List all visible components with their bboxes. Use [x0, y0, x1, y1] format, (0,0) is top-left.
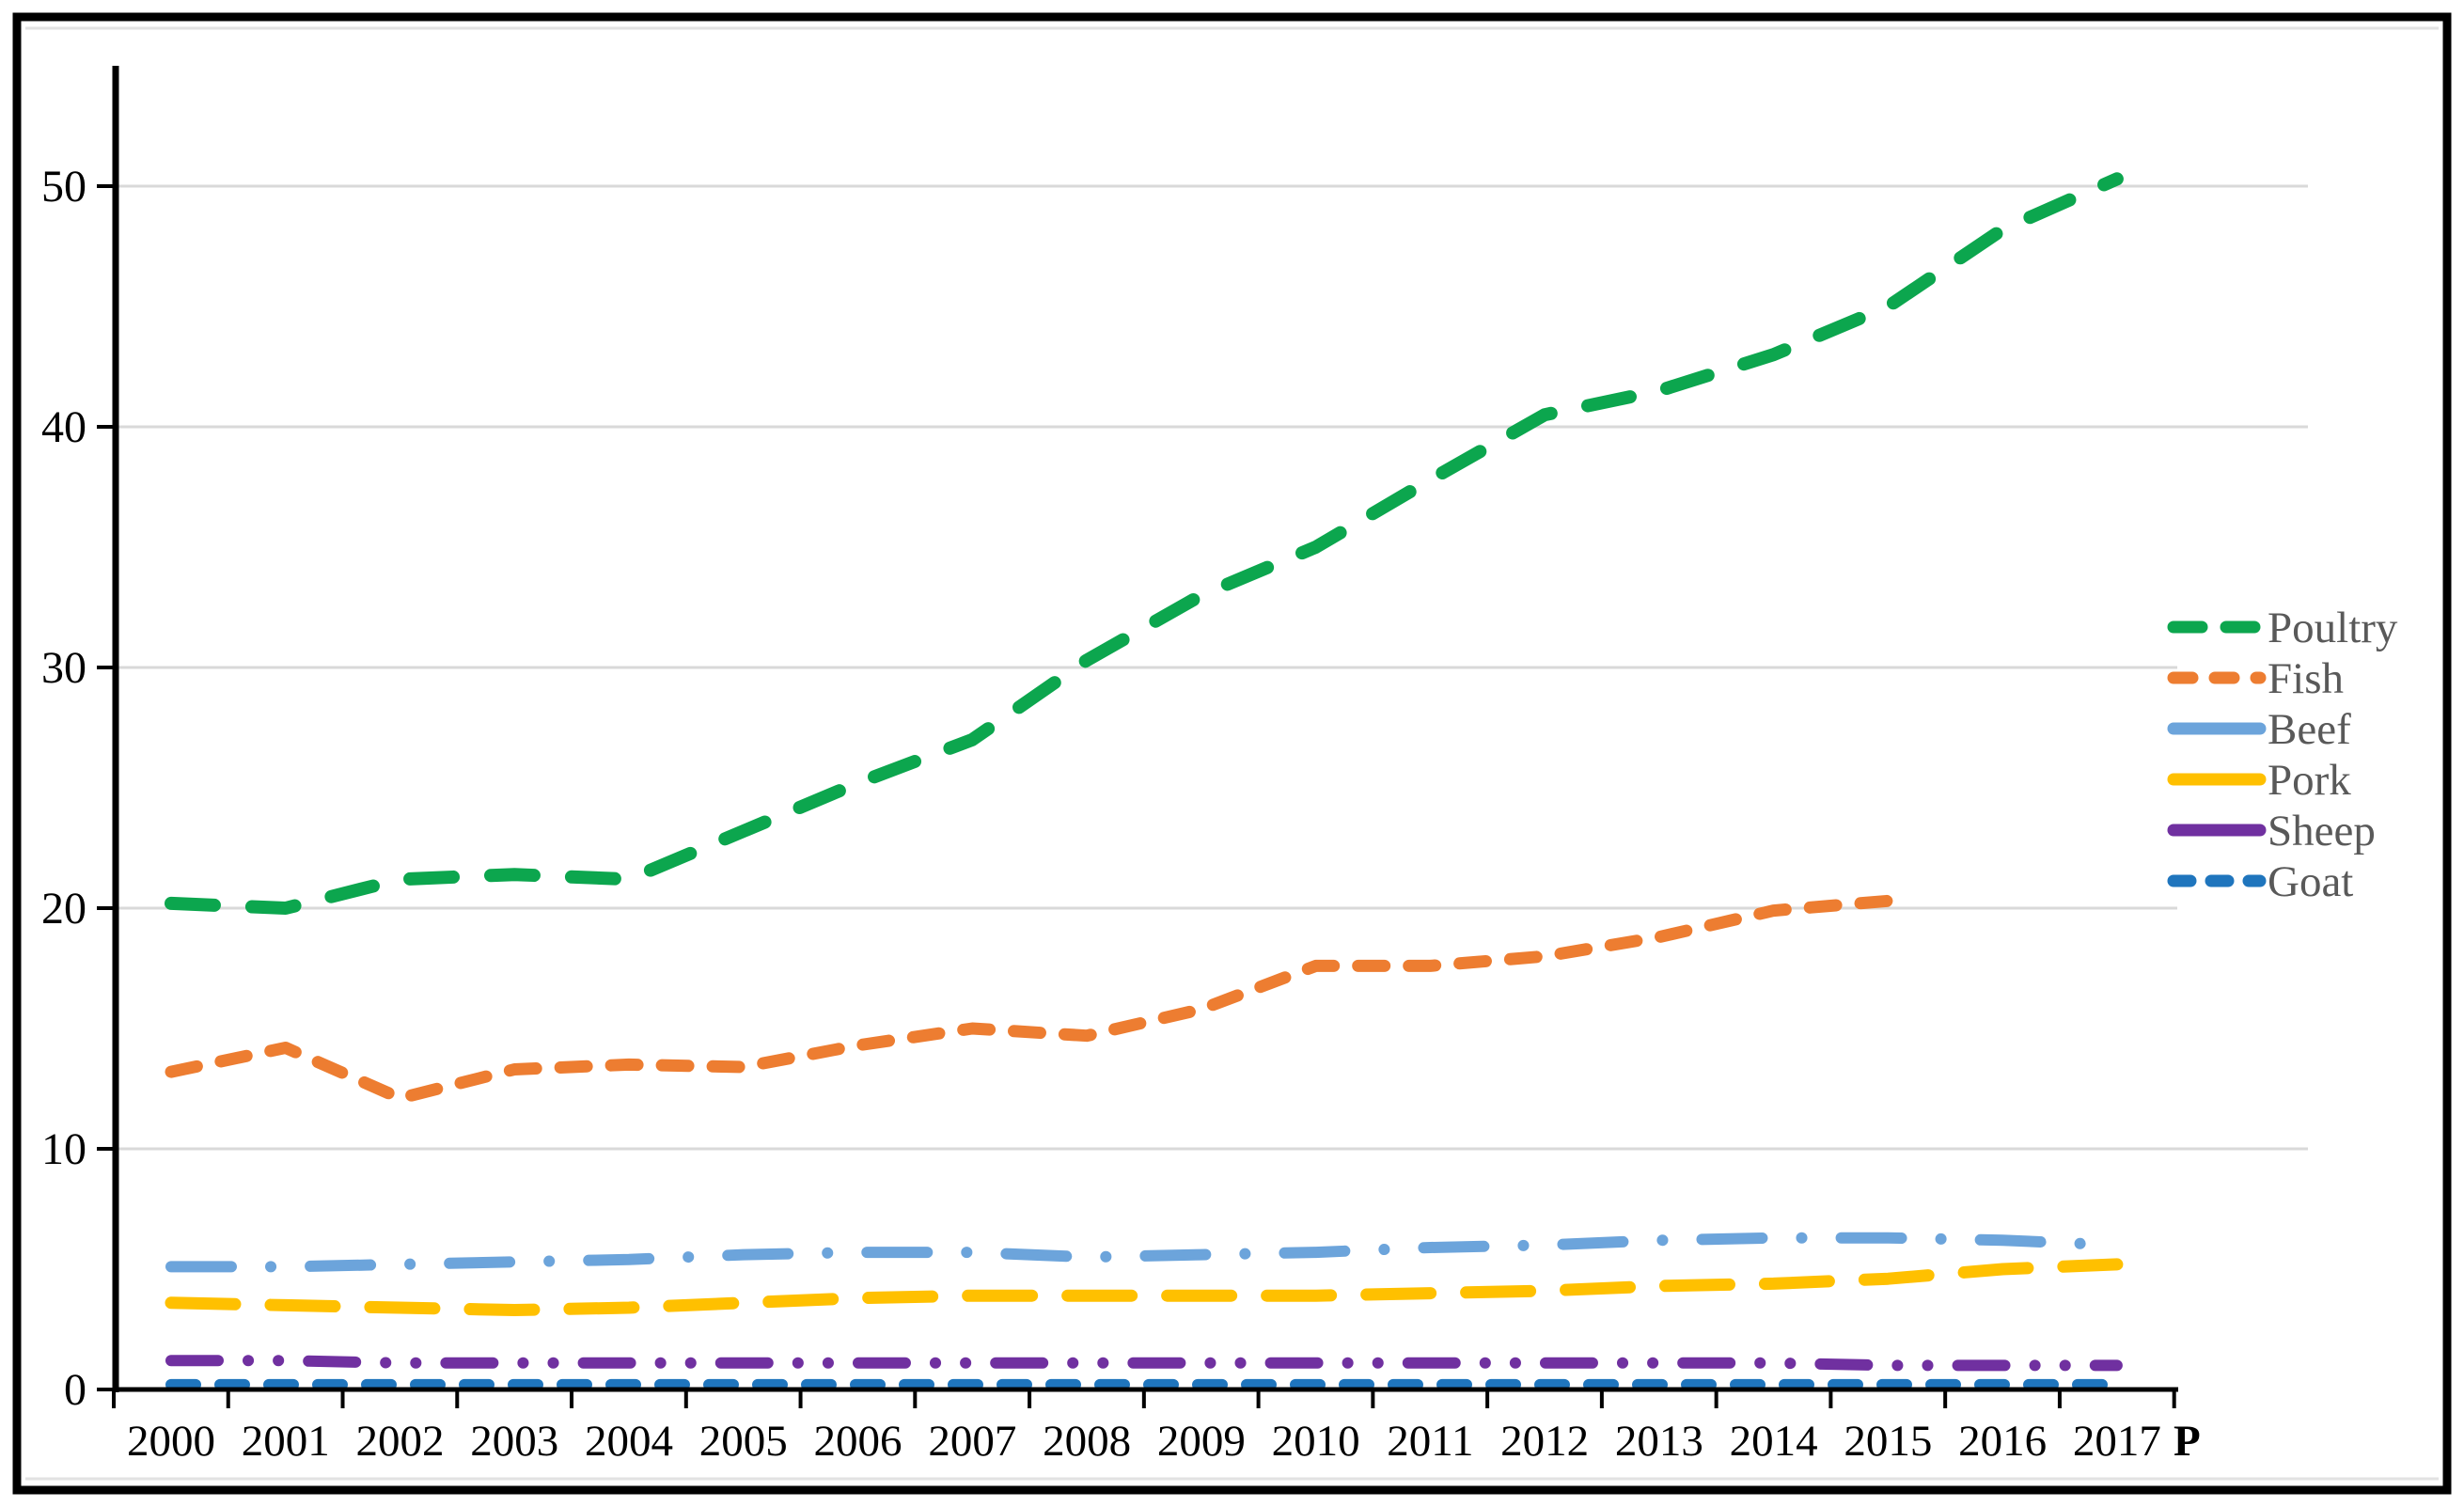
series-line-beef [165, 1232, 2123, 1273]
axes: 0 10 20 30 40 50 2000 2001 2002 2003 2004 2005 2006 2… [41, 66, 2201, 1466]
legend-label-beef: Beef [2268, 705, 2351, 754]
x-tick-label-2007: 2007 [928, 1417, 1016, 1466]
x-tick-label-2000: 2000 [127, 1417, 215, 1466]
x-tick-label-2010: 2010 [1272, 1417, 1360, 1466]
y-tick-label-40: 40 [41, 402, 86, 452]
legend-label-sheep: Sheep [2268, 807, 2376, 856]
figure-border [12, 12, 2452, 1495]
series-line-pork [165, 1258, 2124, 1316]
legend-label-goat: Goat [2268, 857, 2353, 906]
x-tick-label-2002: 2002 [356, 1417, 445, 1466]
series-line-sheep [165, 1355, 2123, 1372]
x-tick-label-2014: 2014 [1730, 1417, 1818, 1466]
x-tick-label-2013: 2013 [1615, 1417, 1703, 1466]
y-tick-label-10: 10 [41, 1124, 86, 1174]
x-tick-label-2005: 2005 [699, 1417, 788, 1466]
x-tick-label-2003: 2003 [470, 1417, 558, 1466]
series-line-fish [165, 894, 1894, 1105]
series-lines [165, 172, 2124, 1390]
legend-label-poultry: Poultry [2268, 604, 2398, 652]
x-tick-label-2012: 2012 [1500, 1417, 1589, 1466]
series-line-poultry [165, 172, 2124, 915]
y-tick-label-0: 0 [64, 1365, 86, 1415]
x-tick-label-2017: 2017 [2073, 1417, 2161, 1466]
y-tick-label-50: 50 [41, 162, 86, 212]
legend-label-pork: Pork [2268, 756, 2351, 805]
x-tick-label-2009: 2009 [1157, 1417, 1246, 1466]
x-tick-label-2006: 2006 [814, 1417, 902, 1466]
legend-label-fish: Fish [2268, 654, 2344, 703]
y-tick-label-20: 20 [41, 884, 86, 934]
legend-item-beef: Beef [2167, 705, 2351, 754]
y-tick-label-30: 30 [41, 643, 86, 693]
legend-item-poultry: Poultry [2167, 604, 2398, 652]
x-tick-label-2001: 2001 [242, 1417, 330, 1466]
legend-item-goat: Goat [2167, 857, 2353, 906]
gridlines [116, 184, 2308, 1151]
x-label-preliminary-flag: P [2174, 1417, 2201, 1466]
legend-item-fish: Fish [2167, 654, 2344, 703]
x-tick-label-2016: 2016 [1958, 1417, 2047, 1466]
x-tick-label-2015: 2015 [1844, 1417, 1932, 1466]
x-tick-label-2004: 2004 [585, 1417, 673, 1466]
x-tick-label-2011: 2011 [1387, 1417, 1473, 1466]
legend-item-pork: Pork [2167, 756, 2351, 805]
x-tick-label-2008: 2008 [1043, 1417, 1131, 1466]
legend-item-sheep: Sheep [2167, 807, 2376, 856]
